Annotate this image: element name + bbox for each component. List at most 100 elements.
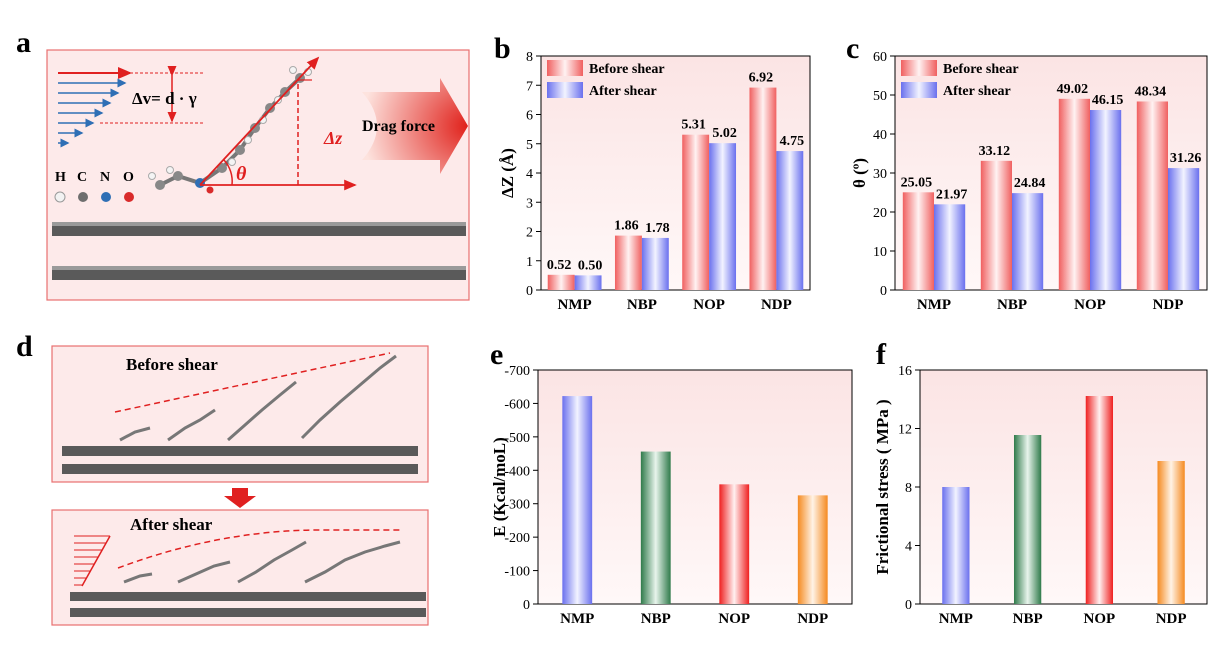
- chart-b-data-label: 6.92: [749, 71, 774, 86]
- after-shear-box: [51, 509, 429, 626]
- chart-b-bar-before: [547, 274, 575, 290]
- chart-c-legend-label: Before shear: [943, 62, 1019, 77]
- chart-c-ytick-label: 30: [873, 167, 887, 182]
- chart-e-ytick-label: -700: [504, 364, 530, 379]
- before-shear-box: [51, 345, 429, 483]
- chart-f-bar: [1013, 435, 1042, 604]
- chart-c-data-label: 24.84: [1014, 176, 1046, 191]
- chart-e-ytick-label: -400: [504, 464, 530, 479]
- chart-f-bar: [1157, 461, 1185, 604]
- panel-label-a: a: [16, 26, 31, 59]
- atom-label-o: O: [123, 170, 134, 185]
- chart-f-ytick-label: 12: [898, 423, 912, 438]
- panel-label-d: d: [16, 330, 33, 363]
- chart-b-bar-before: [614, 235, 642, 290]
- chart-b-xtick-label: NOP: [693, 297, 725, 313]
- chart-c-bar-before: [1136, 101, 1168, 290]
- atom-label-n: N: [100, 170, 110, 185]
- chart-b-data-label: 5.31: [681, 118, 706, 133]
- chart-f-ytick-label: 0: [905, 598, 912, 613]
- graphene-layers: [52, 222, 466, 280]
- chart-c-ytick-label: 40: [873, 128, 887, 143]
- chart-c-legend-label: After shear: [943, 84, 1011, 99]
- chart-c-bar-before: [1058, 98, 1090, 291]
- chart-e-xtick-label: NOP: [718, 611, 750, 627]
- after-shear-velocity-lines: [74, 535, 111, 587]
- chart-e-ytick-label: -100: [504, 565, 530, 580]
- chart-c-xtick-label: NDP: [1153, 297, 1184, 313]
- chart-b-xtick-label: NBP: [627, 297, 657, 313]
- before-graphene-top: [62, 446, 418, 456]
- chart-b-xtick-label: NMP: [558, 297, 592, 313]
- transition-arrow: [224, 488, 256, 508]
- panel-label-f: f: [876, 338, 887, 371]
- atom-label-h: H: [55, 170, 66, 185]
- atom-swatch-o: [124, 192, 134, 202]
- chart-e-bar: [640, 451, 671, 604]
- chart-b-bar-after: [641, 237, 669, 290]
- chart-c-xtick-label: NOP: [1074, 297, 1106, 313]
- atom-swatch-n: [101, 192, 111, 202]
- chart-b-data-label: 1.86: [614, 219, 639, 234]
- delta-v-equation: Δv= d · γ: [132, 89, 197, 108]
- atom-legend: H C N O: [54, 170, 134, 203]
- chart-b-legend-swatch: [547, 60, 583, 76]
- chart-c-ytick-label: 20: [873, 206, 887, 221]
- panel-label-b: b: [494, 32, 511, 65]
- chart-b-data-label: 0.50: [578, 258, 603, 273]
- chart-e-ytick-label: -300: [504, 498, 530, 513]
- chart-c-xtick-label: NBP: [997, 297, 1027, 313]
- chart-e-xtick-label: NMP: [560, 611, 594, 627]
- chart-e-bar: [797, 495, 828, 604]
- chart-c-data-label: 48.34: [1135, 84, 1167, 99]
- chart-f-xtick-label: NBP: [1013, 611, 1043, 627]
- chart-c-ytick-label: 0: [880, 284, 887, 299]
- chart-b-bar-before: [682, 134, 710, 290]
- chart-b-ytick-label: 8: [526, 50, 533, 65]
- chart-e-xtick-label: NDP: [797, 611, 828, 627]
- chart-c-bar-after: [1090, 110, 1122, 290]
- chart-e-ytick-label: -600: [504, 397, 530, 412]
- panel-d: d Before shear After shear: [16, 330, 429, 626]
- chart-f-ytick-label: 16: [898, 364, 912, 379]
- after-shear-label: After shear: [130, 515, 213, 534]
- chart-b-ytick-label: 0: [526, 284, 533, 299]
- chart-c-ytick-label: 50: [873, 89, 887, 104]
- chart-b-bar-after: [776, 151, 804, 290]
- drag-force-label: Drag force: [362, 118, 435, 135]
- chart-b-legend-label: After shear: [589, 84, 657, 99]
- delta-z-label: Δz: [323, 128, 342, 148]
- chart-f-ytick-label: 8: [905, 481, 912, 496]
- chart-c-bar-after: [1168, 168, 1200, 290]
- before-graphene-bottom: [62, 464, 418, 474]
- chart-b-bar-before: [749, 87, 777, 290]
- angle-construction: [199, 56, 357, 191]
- chart-b-ytick-label: 7: [526, 79, 533, 94]
- chart-e-bar: [719, 484, 750, 604]
- chart-c-xtick-label: NMP: [917, 297, 951, 313]
- chart-e-ytick-label: -200: [504, 531, 530, 546]
- panel-a-background: [46, 49, 470, 301]
- chart-e-bar: [562, 396, 593, 604]
- chart-b-data-label: 4.75: [780, 134, 805, 149]
- chart-b-legend-swatch: [547, 82, 583, 98]
- chart-b-bar-after: [574, 275, 602, 290]
- chart-b-ytick-label: 1: [526, 255, 533, 270]
- molecule-illustration: [148, 66, 312, 194]
- chart-c-data-label: 21.97: [936, 187, 968, 202]
- atom-swatch-h: [54, 191, 66, 203]
- chart-b-ytick-label: 2: [526, 226, 533, 241]
- chart-e-ytick-label: -500: [504, 431, 530, 446]
- panel-a: a Δv= d · γ H C N O: [16, 26, 470, 301]
- theta-label: θ: [236, 163, 247, 185]
- chart-b: b 0 1 2 3 4 5 6 7 8 NMP 0.52 0.50 NBP 1.86 1.78 NOP 5.31…: [494, 32, 811, 313]
- chart-b-ytick-label: 4: [526, 167, 533, 182]
- before-shear-trend-line: [114, 352, 391, 413]
- chart-c-bar-before: [902, 192, 934, 290]
- chart-b-ytick-label: 5: [526, 138, 533, 153]
- chart-b-bar-after: [709, 143, 737, 290]
- drag-force-arrow: [362, 78, 468, 174]
- chart-c-ytick-label: 60: [873, 50, 887, 65]
- chart-c-data-label: 49.02: [1057, 82, 1089, 97]
